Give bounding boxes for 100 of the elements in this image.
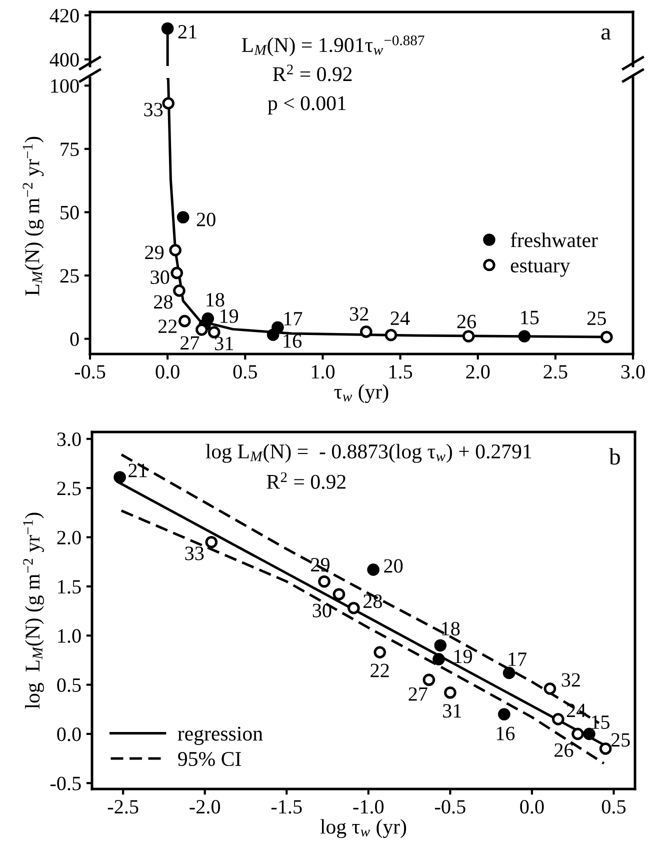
point xyxy=(178,314,191,328)
point xyxy=(572,728,584,740)
x-axis-title: τ$_{w}$ (yr) xyxy=(334,384,388,404)
y-tick-label: 420 xyxy=(50,8,79,22)
point xyxy=(600,330,613,344)
annotation: 25 xyxy=(587,312,606,326)
annotation: 15 xyxy=(521,310,539,324)
point xyxy=(518,330,531,342)
point xyxy=(544,682,556,695)
x-tick-label: 0.5 xyxy=(602,800,626,814)
annotation: 31 xyxy=(215,336,233,350)
annotation: 22 xyxy=(370,664,389,678)
y-tick-label: 1.0 xyxy=(58,629,81,643)
annotation: 19 xyxy=(454,650,472,664)
point xyxy=(318,575,330,588)
y-tick-label: 2.5 xyxy=(57,482,81,496)
legend-label: freshwater xyxy=(510,232,598,248)
annotation: 28 xyxy=(154,295,173,309)
y-tick-label: 100 xyxy=(51,79,79,93)
point xyxy=(599,742,612,755)
point xyxy=(583,728,596,740)
point xyxy=(332,588,346,600)
x-tick-label: -1.0 xyxy=(353,800,384,814)
annotation: 17 xyxy=(508,652,527,666)
point xyxy=(422,674,436,686)
x-tick-label: 0.0 xyxy=(156,365,180,379)
annotation: 28 xyxy=(364,594,382,608)
annotation: R$^{2}$ = 0.92 xyxy=(272,64,352,82)
annotation: 30 xyxy=(150,270,170,284)
y-tick-label: 2.0 xyxy=(57,530,81,545)
annotation: 32 xyxy=(562,673,580,687)
annotation: 26 xyxy=(457,314,476,328)
point xyxy=(114,471,126,484)
annotation: 33 xyxy=(185,546,204,560)
x-tick-label: 3.0 xyxy=(621,365,645,379)
annotation: 24 xyxy=(390,312,410,325)
point xyxy=(162,97,175,110)
y-tick-label: 50 xyxy=(60,206,79,220)
point xyxy=(176,211,190,224)
annotation: 29 xyxy=(145,246,164,260)
annotation: b xyxy=(609,448,620,465)
point xyxy=(208,326,220,338)
point xyxy=(444,686,456,699)
point xyxy=(498,708,510,720)
y-tick-label: 400 xyxy=(50,52,79,67)
point xyxy=(432,653,445,666)
x-tick-label: 2.5 xyxy=(544,365,568,379)
x-tick-label: 1.5 xyxy=(389,365,412,379)
point xyxy=(384,328,398,342)
point xyxy=(374,646,386,658)
annotation: 15 xyxy=(592,715,610,729)
annotation: 18 xyxy=(206,293,224,307)
x-tick-label: -2.0 xyxy=(190,800,220,814)
annotation: 27 xyxy=(408,687,428,701)
x-tick-label: 0.0 xyxy=(520,800,544,814)
annotation: 32 xyxy=(350,307,368,321)
annotation: 19 xyxy=(220,309,238,323)
y-tick-label: 0.5 xyxy=(57,678,81,692)
y-tick-label: 75 xyxy=(60,142,79,156)
y-tick-label: 0 xyxy=(70,332,79,346)
annotation: 16 xyxy=(496,726,515,740)
annotation: R$^{2}$ = 0.92 xyxy=(266,472,346,489)
x-tick-label: 2.0 xyxy=(466,365,490,379)
point xyxy=(205,536,218,548)
x-tick-label: -2.5 xyxy=(108,800,138,814)
x-axis-title: log τ$_{w}$ (yr) xyxy=(320,819,406,838)
x-tick-label: -1.5 xyxy=(271,800,302,814)
y-tick-label: 3.0 xyxy=(57,432,81,446)
y-tick-label: 25 xyxy=(60,269,79,283)
legend-label: regression xyxy=(178,726,263,745)
point xyxy=(434,639,447,652)
annotation: 22 xyxy=(158,320,177,333)
point xyxy=(169,244,182,256)
annotation: 26 xyxy=(554,743,574,757)
annotation: 33 xyxy=(144,102,163,116)
annotation: 16 xyxy=(284,334,302,348)
annotation: a xyxy=(601,28,611,40)
point xyxy=(348,602,360,614)
y-axis-title: log L$_{M}$(N) (g m$^{−2}$ yr$^{−1}$) xyxy=(23,512,44,709)
point xyxy=(462,330,475,342)
annotation: 29 xyxy=(311,558,330,572)
y-tick-label: 0.0 xyxy=(57,728,81,742)
annotation: L$_{M}$(N) = 1.901τ$_{w}$$^{−0.887}$ xyxy=(242,35,424,56)
point xyxy=(196,324,208,336)
annotation: 20 xyxy=(384,559,403,573)
y-tick-label: -0.5 xyxy=(50,776,81,790)
point xyxy=(360,326,372,338)
point xyxy=(502,666,516,680)
point xyxy=(170,266,184,280)
x-tick-label: -0.5 xyxy=(74,365,106,379)
y-tick-label: 1.5 xyxy=(58,580,81,594)
x-tick-label: 1.0 xyxy=(312,365,335,379)
annotation: log L$_{M}$(N) = - 0.8873(log τ$_{w}$) + 0.2791 xyxy=(206,444,532,463)
y-axis-title: L$_{M}$(N) (g m$^{−2}$ yr$^{−1}$) xyxy=(22,136,44,296)
point xyxy=(173,284,186,297)
x-tick-label: -0.5 xyxy=(434,800,466,814)
annotation: 21 xyxy=(178,25,196,38)
annotation: p < 0.001 xyxy=(268,96,346,114)
annotation: 31 xyxy=(443,704,462,718)
annotation: 25 xyxy=(611,733,630,747)
